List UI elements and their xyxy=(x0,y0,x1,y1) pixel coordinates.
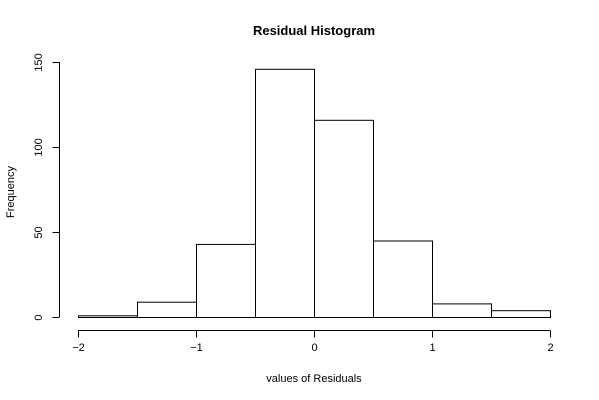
y-axis-title: Frequency xyxy=(5,166,17,218)
x-tick-label: 2 xyxy=(547,342,553,354)
y-tick-label: 0 xyxy=(33,314,45,320)
histogram-bar-4 xyxy=(314,119,374,318)
chart-title: Residual Histogram xyxy=(253,23,375,38)
x-tick-label: −2 xyxy=(72,342,85,354)
histogram-bar-5 xyxy=(373,240,433,318)
histogram-bar-3 xyxy=(255,68,315,318)
x-tick-label: 1 xyxy=(429,342,435,354)
x-axis-title: values of Residuals xyxy=(266,373,362,385)
x-tick-label: −1 xyxy=(190,342,203,354)
y-tick-label: 50 xyxy=(33,226,45,238)
bars-group xyxy=(78,68,551,319)
histogram-bar-6 xyxy=(432,303,492,318)
histogram-bar-2 xyxy=(196,243,256,318)
histogram-bar-7 xyxy=(491,310,551,319)
y-axis: 0 50 100 150 xyxy=(33,53,60,321)
x-axis: −2 −1 0 1 2 xyxy=(72,330,554,354)
y-tick-label: 150 xyxy=(33,53,45,71)
histogram-bar-0 xyxy=(78,315,138,318)
histogram-bar-1 xyxy=(137,301,197,319)
y-tick-label: 100 xyxy=(33,138,45,156)
x-tick-label: 0 xyxy=(311,342,317,354)
